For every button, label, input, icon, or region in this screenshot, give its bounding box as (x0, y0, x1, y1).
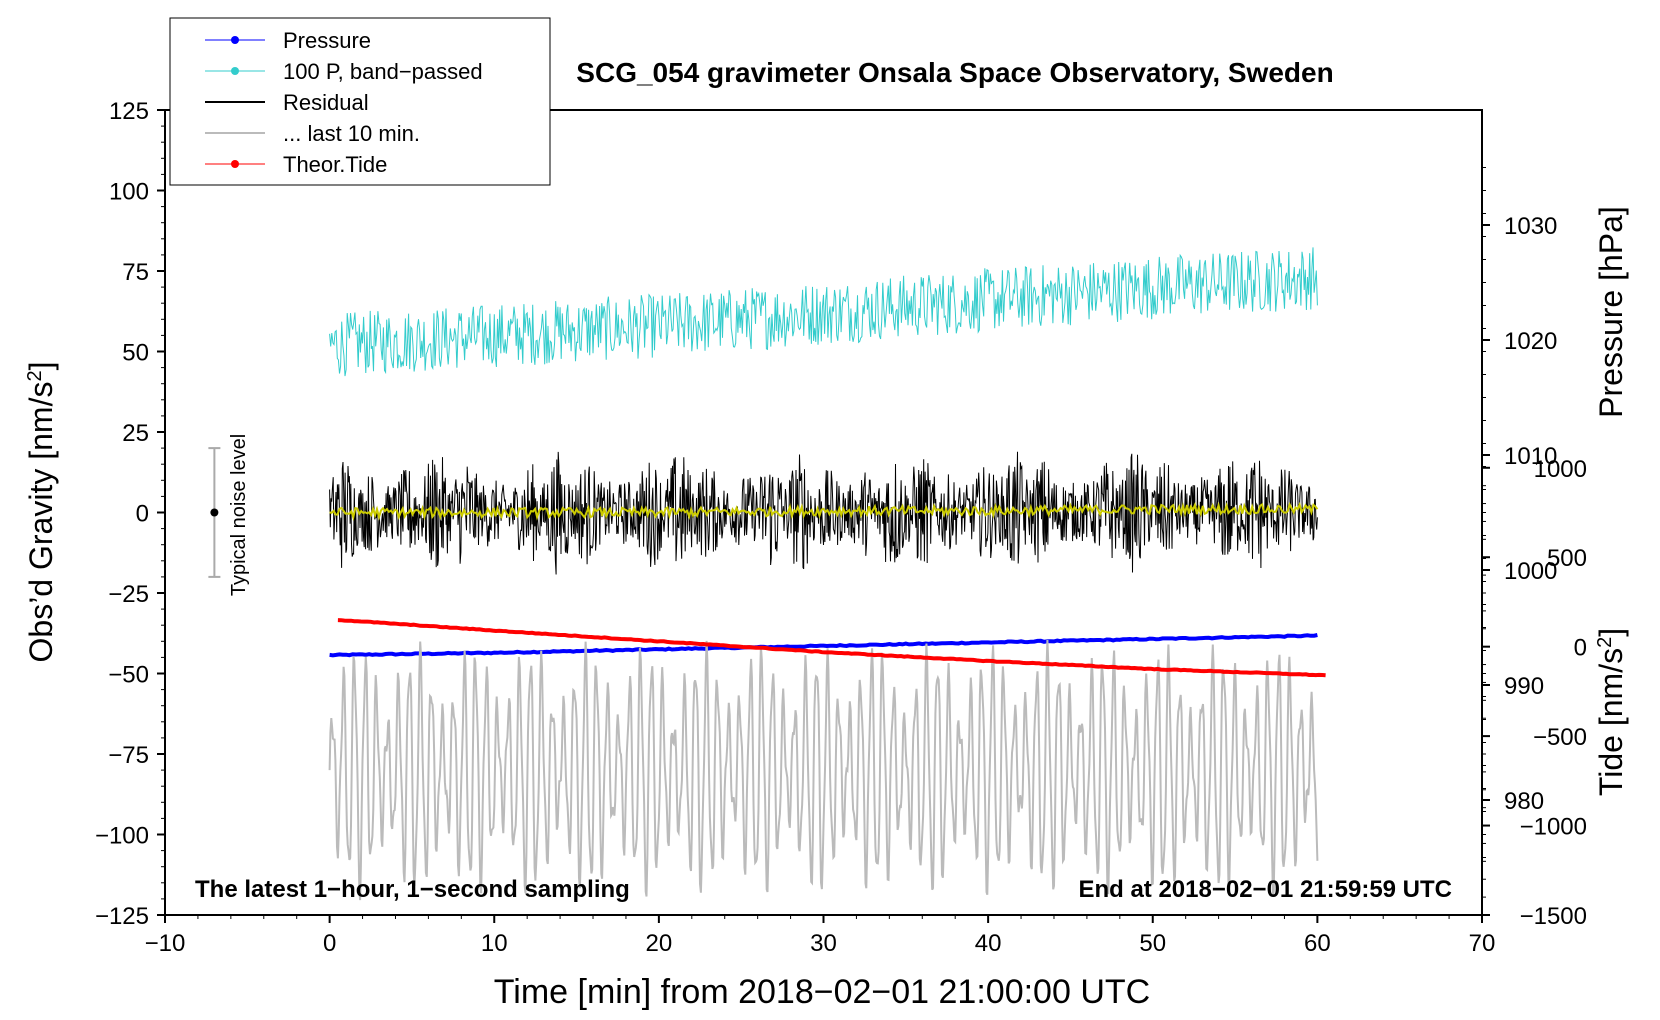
x-tick-label: 30 (810, 930, 837, 957)
noise-level-label: Typical noise level (228, 434, 250, 596)
y-tick-label: 0 (136, 501, 149, 528)
y-axis-pressure: 1030 1020 1010 1000 990 980 (1482, 167, 1557, 858)
tide-tick-label: 500 (1547, 545, 1587, 572)
noise-center-dot (210, 508, 219, 517)
y-tick-label: −50 (108, 662, 149, 689)
tide-tick-label: −1500 (1520, 903, 1587, 930)
legend-label: 100 P, band−passed (283, 59, 483, 84)
annotation-end-time: End at 2018−02−01 21:59:59 UTC (1078, 876, 1452, 903)
pressure-tick-label: 980 (1504, 788, 1544, 815)
legend-marker (231, 36, 239, 44)
y-label-gravity-main: Obs’d Gravity [nm/s (23, 382, 59, 663)
y-label-tide-main: Tide [nm/s (1593, 648, 1629, 796)
y-axis-label-pressure: Pressure [hPa] (1593, 206, 1629, 418)
y-axis-label-gravity: Obs’d Gravity [nm/s2] (23, 362, 59, 663)
series-line (329, 501, 1319, 522)
series-line (328, 639, 1319, 901)
series-layer (328, 247, 1326, 901)
legend-label: Residual (283, 90, 369, 115)
y-tick-label: 50 (122, 340, 149, 367)
y-axis-label-tide: Tide [nm/s2] (1593, 628, 1629, 796)
x-tick-label: 60 (1304, 930, 1331, 957)
series-line (337, 618, 1326, 678)
x-tick-label: 40 (975, 930, 1002, 957)
y-tick-label: −125 (95, 903, 149, 930)
y-tick-label: 100 (109, 179, 149, 206)
x-axis-label: Time [min] from 2018−02−01 21:00:00 UTC (494, 973, 1150, 1011)
tide-tick-label: 0 (1574, 635, 1587, 662)
series-100-p-band-passed (329, 247, 1318, 377)
y-tick-label: 125 (109, 98, 149, 125)
legend-label: Pressure (283, 28, 371, 53)
tide-tick-label: −1000 (1520, 814, 1587, 841)
series-line (329, 633, 1318, 658)
y-tick-label: 25 (122, 420, 149, 447)
legend: Pressure 100 P, band−passed Residual ... la… (169, 17, 551, 186)
series-residual-smoothed (329, 501, 1319, 522)
legend-marker (231, 67, 239, 75)
x-tick-label: 10 (481, 930, 508, 957)
noise-level-indicator (208, 447, 221, 578)
series-line (329, 247, 1318, 377)
y-label-gravity-end: ] (23, 362, 59, 371)
y-tick-label: −25 (108, 581, 149, 608)
pressure-tick-label: 1030 (1504, 213, 1557, 240)
legend-label: Theor.Tide (283, 152, 387, 177)
pressure-tick-label: 1010 (1504, 443, 1557, 470)
x-tick-label: 70 (1469, 930, 1496, 957)
tide-tick-label: 1000 (1534, 456, 1587, 483)
y-label-tide-end: ] (1593, 628, 1629, 637)
x-tick-label: −10 (145, 930, 186, 957)
y-tick-label: −100 (95, 823, 149, 850)
legend-marker (231, 160, 239, 168)
y-tick-label: 75 (122, 259, 149, 286)
y-label-tide-sup: 2 (1594, 637, 1616, 648)
y-tick-label: −75 (108, 742, 149, 769)
x-tick-label: 20 (646, 930, 673, 957)
pressure-tick-label: 1000 (1504, 558, 1557, 585)
tide-tick-label: −500 (1533, 724, 1587, 751)
x-tick-label: 50 (1139, 930, 1166, 957)
series-theor-tide (337, 618, 1326, 678)
legend-label: ... last 10 min. (283, 121, 420, 146)
annotation-sampling: The latest 1−hour, 1−second sampling (195, 876, 630, 903)
series--last-10-min- (328, 639, 1319, 901)
chart-title: SCG_054 gravimeter Onsala Space Observat… (576, 57, 1333, 88)
pressure-tick-label: 1020 (1504, 328, 1557, 355)
pressure-tick-label: 990 (1504, 673, 1544, 700)
y-axis-gravity: 125 100 75 50 25 0 −25 −50 −75 −100 −125 (95, 98, 165, 930)
x-tick-label: 0 (323, 930, 336, 957)
series-pressure (329, 633, 1318, 658)
x-axis: −10 0 10 20 30 40 50 60 70 (145, 915, 1496, 957)
y-label-gravity-sup: 2 (24, 370, 46, 381)
